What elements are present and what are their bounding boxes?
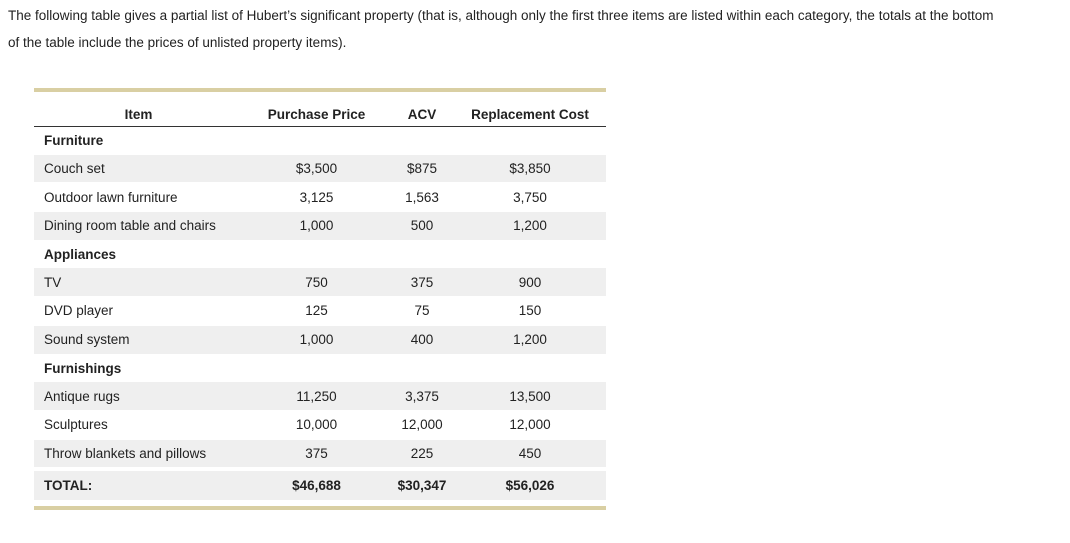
category-label: Furnishings [44, 360, 122, 376]
category-label: Appliances [44, 247, 117, 263]
replacement-cell: $3,850 [454, 154, 606, 184]
replacement-cell: 3,750 [454, 182, 606, 213]
purchase-cell: 750 [243, 268, 390, 298]
purchase-cell: 3,125 [243, 182, 390, 213]
item-cell: Sound system [34, 325, 243, 355]
replacement-cell: 450 [454, 439, 606, 469]
acv-cell: 1,563 [390, 182, 454, 213]
header-purchase-price: Purchase Price [243, 92, 390, 127]
purchase-cell: 125 [243, 296, 390, 326]
item-cell: Antique rugs [34, 382, 243, 411]
acv-cell: 400 [390, 325, 454, 355]
top-rule [34, 88, 606, 92]
header-item: Item [34, 92, 243, 127]
acv-cell: 75 [390, 296, 454, 326]
total-acv: $30,347 [390, 471, 454, 501]
acv-cell: 3,375 [390, 382, 454, 411]
replacement-cell: 900 [454, 268, 606, 298]
header-replacement-cost: Replacement Cost [454, 92, 606, 127]
table-row: DVD player 125 75 150 [34, 296, 606, 326]
replacement-cell: 1,200 [454, 211, 606, 241]
table-row: Outdoor lawn furniture 3,125 1,563 3,750 [34, 182, 606, 213]
item-cell: Throw blankets and pillows [34, 439, 243, 469]
category-row-appliances: Appliances [34, 240, 606, 268]
item-cell: Couch set [34, 154, 243, 184]
property-table-container: Item Purchase Price ACV Replacement Cost… [34, 88, 606, 511]
replacement-cell: 12,000 [454, 410, 606, 440]
table-row: Dining room table and chairs 1,000 500 1… [34, 211, 606, 241]
purchase-cell: 10,000 [243, 410, 390, 440]
acv-cell: 375 [390, 268, 454, 298]
table-row: Sound system 1,000 400 1,200 [34, 325, 606, 355]
total-row: TOTAL: $46,688 $30,347 $56,026 [34, 471, 606, 501]
purchase-cell: $3,500 [243, 154, 390, 184]
table-row: Sculptures 10,000 12,000 12,000 [34, 410, 606, 440]
purchase-cell: 1,000 [243, 325, 390, 355]
replacement-cell: 150 [454, 296, 606, 326]
table-row: Antique rugs 11,250 3,375 13,500 [34, 382, 606, 411]
acv-cell: 500 [390, 211, 454, 241]
acv-cell: $875 [390, 154, 454, 184]
purchase-cell: 375 [243, 439, 390, 469]
table-row: Throw blankets and pillows 375 225 450 [34, 439, 606, 469]
total-purchase: $46,688 [243, 471, 390, 501]
header-acv: ACV [390, 92, 454, 127]
replacement-cell: 1,200 [454, 325, 606, 355]
item-cell: Outdoor lawn furniture [34, 182, 243, 213]
acv-cell: 12,000 [390, 410, 454, 440]
category-label: Furniture [44, 133, 104, 149]
intro-text: The following table gives a partial list… [8, 8, 994, 50]
table-row: Couch set $3,500 $875 $3,850 [34, 154, 606, 184]
purchase-cell: 1,000 [243, 211, 390, 241]
item-cell: Dining room table and chairs [34, 211, 243, 241]
category-row-furniture: Furniture [34, 127, 606, 155]
total-label: TOTAL: [34, 471, 243, 501]
purchase-cell: 11,250 [243, 382, 390, 411]
total-replacement: $56,026 [454, 471, 606, 501]
replacement-cell: 13,500 [454, 382, 606, 411]
header-row: Item Purchase Price ACV Replacement Cost [34, 92, 606, 127]
property-table: Item Purchase Price ACV Replacement Cost… [34, 92, 606, 501]
item-cell: Sculptures [34, 410, 243, 440]
item-cell: TV [34, 268, 243, 298]
item-cell: DVD player [34, 296, 243, 326]
bottom-rule [34, 506, 606, 511]
category-row-furnishings: Furnishings [34, 354, 606, 382]
acv-cell: 225 [390, 439, 454, 469]
table-row: TV 750 375 900 [34, 268, 606, 298]
